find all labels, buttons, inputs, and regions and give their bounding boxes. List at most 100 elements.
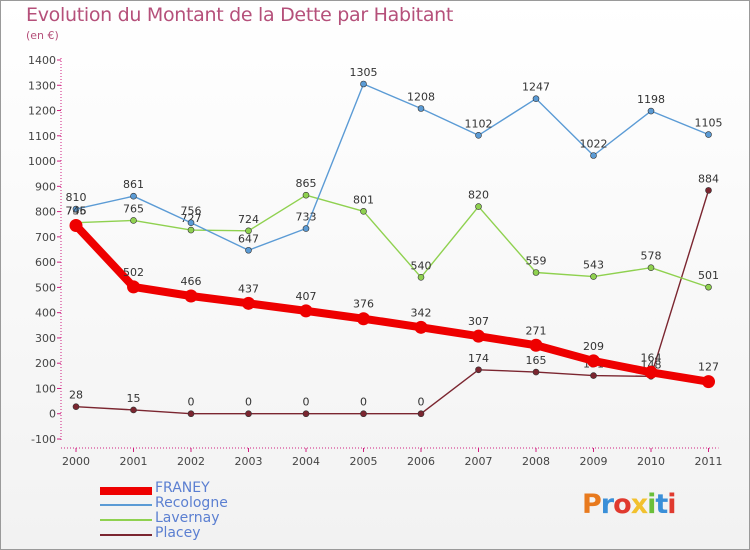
data-point-placey [245,410,252,418]
data-point-franey [357,312,370,326]
data-label-placey: 0 [360,396,367,409]
y-tick-label: 300 [35,332,56,345]
data-point-placey [590,372,597,379]
data-point-franey [702,375,715,389]
data-point-placey [417,410,425,418]
data-point-recologne [187,219,195,227]
data-label-lavernay: 765 [123,202,144,215]
data-label-placey: 15 [127,392,141,405]
data-point-lavernay [130,217,137,224]
data-point-lavernay [475,203,482,210]
x-tick-label: 2007 [465,455,493,468]
chart-unit-subtitle: (en €) [26,29,59,42]
y-tick-label: 1300 [28,79,56,92]
data-point-placey [130,406,137,414]
data-point-franey [127,280,140,294]
data-label-franey: 164 [641,351,662,364]
data-label-placey: 0 [245,396,252,409]
data-point-franey [587,354,600,368]
data-label-placey: 0 [418,396,425,409]
data-point-recologne [705,131,712,138]
data-label-lavernay: 820 [468,189,489,202]
proxiti-logo: Proxiti [582,489,677,520]
y-tick-label: 500 [35,281,56,294]
data-label-franey: 127 [698,361,719,374]
data-label-recologne: 1247 [522,81,550,94]
y-tick-label: 0 [49,408,56,421]
x-tick-label: 2010 [637,455,665,468]
data-point-lavernay [590,273,597,280]
data-point-recologne [417,105,425,112]
data-label-placey: 0 [188,396,195,409]
x-tick-label: 2009 [580,455,608,468]
data-point-placey [705,187,712,194]
data-label-lavernay: 543 [583,259,604,272]
x-tick-label: 2008 [522,455,550,468]
data-label-recologne: 647 [238,232,259,245]
data-point-lavernay [187,226,195,234]
y-tick-label: 1000 [28,155,56,168]
data-point-recologne [647,107,655,115]
data-label-recologne: 1208 [407,91,435,104]
data-label-recologne: 1305 [350,66,378,79]
data-point-placey [72,403,80,410]
legend-label-placey: Placey [155,525,201,541]
data-label-placey: 28 [69,389,83,402]
data-point-lavernay [705,283,712,291]
series-line-recologne [75,83,710,251]
y-tick-label: 400 [35,307,56,320]
data-point-franey [529,338,543,352]
data-label-franey: 502 [123,266,144,279]
data-label-recologne: 1022 [580,138,608,151]
data-label-recologne: 861 [123,178,144,191]
data-label-recologne: 756 [181,205,202,218]
y-tick-label: 1400 [28,54,56,67]
data-label-franey: 271 [526,324,547,337]
data-label-franey: 376 [353,298,374,311]
x-tick-label: 2011 [695,455,723,468]
legend-swatch-recologne [100,504,152,506]
y-tick-label: 600 [35,256,56,269]
x-tick-label: 2005 [350,455,378,468]
data-point-placey [302,410,310,418]
data-label-franey: 745 [66,204,87,217]
data-point-lavernay [360,208,367,215]
data-point-recologne [245,246,252,254]
y-tick-label: 900 [35,180,56,193]
data-label-franey: 466 [181,275,202,288]
data-point-franey [69,218,83,232]
data-label-lavernay: 540 [411,259,432,272]
data-label-lavernay: 724 [238,213,259,226]
data-point-franey [242,296,255,310]
data-label-franey: 209 [583,340,604,353]
x-tick-label: 2000 [62,455,90,468]
series-line-lavernay [75,194,710,288]
y-tick-label: 800 [35,206,56,219]
y-tick-label: 1200 [28,105,56,118]
data-point-recologne [130,192,137,200]
data-label-recologne: 733 [296,211,317,224]
series-line-placey [75,189,710,415]
data-label-placey: 884 [698,172,719,185]
data-label-franey: 437 [238,282,259,295]
y-tick-label: 700 [35,231,56,244]
y-tick-label: 200 [35,357,56,370]
data-label-franey: 407 [296,290,317,303]
data-label-lavernay: 501 [698,269,719,282]
legend-swatch-placey [100,534,152,536]
y-tick-label: -100 [31,433,56,446]
data-point-placey [475,366,482,374]
data-point-franey [414,320,428,334]
legend-label-recologne: Recologne [155,495,228,511]
x-tick-label: 2004 [292,455,320,468]
y-tick-label: 100 [35,382,56,395]
x-tick-label: 2006 [407,455,435,468]
data-point-lavernay [647,264,655,271]
data-point-franey [472,329,485,343]
data-label-recologne: 1198 [637,93,665,106]
legend-swatch-franey [100,487,152,495]
data-label-lavernay: 578 [641,250,662,263]
data-point-recologne [475,131,482,139]
legend-label-franey: FRANEY [155,480,210,496]
